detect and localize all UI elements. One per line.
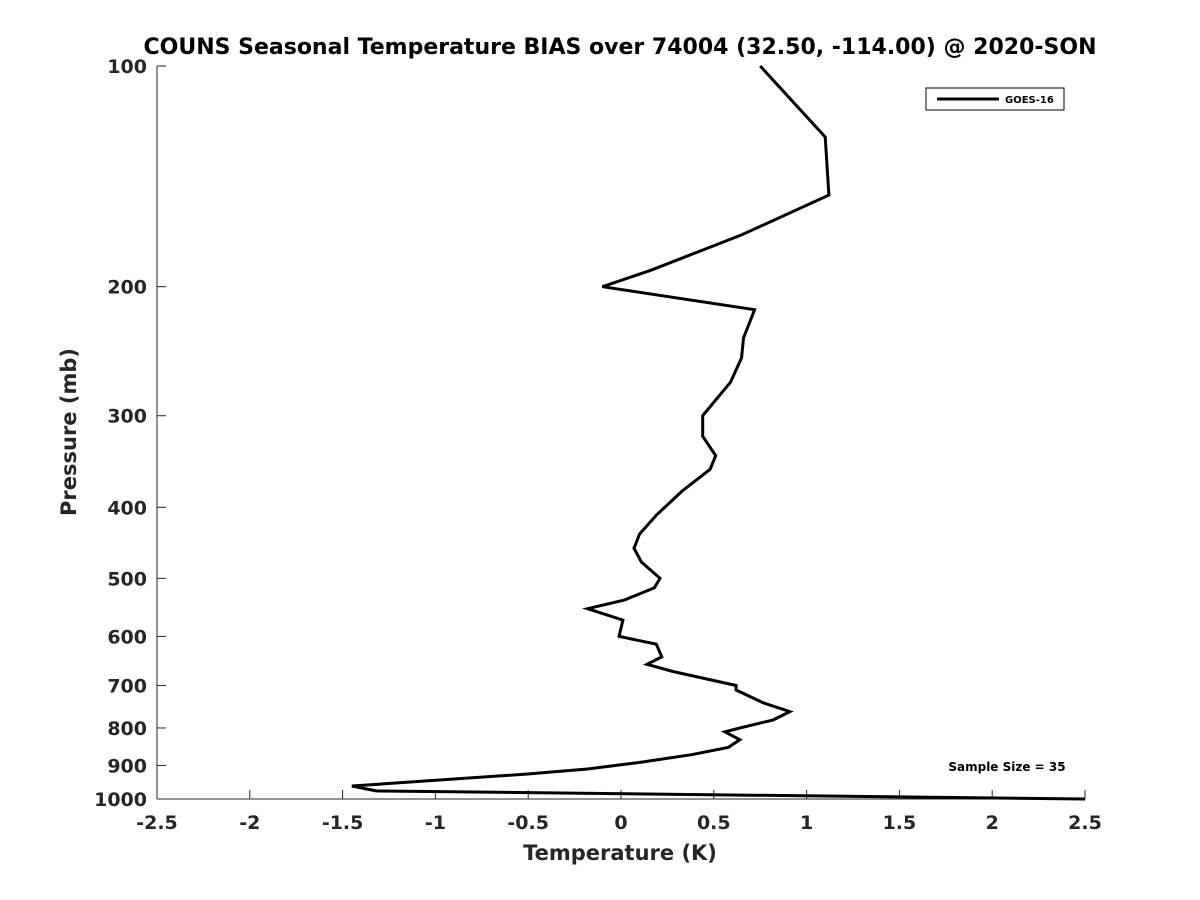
x-axis-ticks: -2.5 -2 -1.5 -1 -0.5 0 0.5 1 1.5 2 2.5: [136, 790, 1102, 834]
y-tick-label: 100: [107, 56, 147, 78]
y-axis-label: Pressure (mb): [57, 348, 81, 516]
x-tick-label: 2: [986, 812, 999, 834]
x-tick-label: 1: [800, 812, 813, 834]
x-tick-label: 0.5: [697, 812, 731, 834]
x-tick-label: -2: [239, 812, 260, 834]
legend: GOES-16: [925, 87, 1065, 111]
y-tick-label: 600: [107, 626, 147, 648]
y-tick-label: 900: [107, 755, 147, 777]
x-tick-label: 0: [614, 812, 627, 834]
x-tick-label: -2.5: [136, 812, 178, 834]
series-line-goes16: [351, 64, 1086, 801]
x-axis-label: Temperature (K): [523, 841, 717, 865]
y-tick-label: 200: [107, 277, 147, 299]
legend-entry-goes16: GOES-16: [1005, 95, 1054, 106]
x-tick-label: -1: [425, 812, 446, 834]
x-tick-label: -1.5: [322, 812, 364, 834]
x-tick-label: -0.5: [507, 812, 549, 834]
x-tick-label: 1.5: [883, 812, 917, 834]
y-axis-ticks: 100 200 300 400 500 600 700 800 900 1000: [94, 56, 166, 811]
chart-title: COUNS Seasonal Temperature BIAS over 740…: [143, 35, 1096, 60]
y-tick-label: 1000: [94, 789, 147, 811]
y-tick-label: 400: [107, 497, 147, 519]
sample-size-annotation: Sample Size = 35: [948, 760, 1065, 774]
y-tick-label: 800: [107, 718, 147, 740]
y-tick-label: 700: [107, 675, 147, 697]
y-tick-label: 300: [107, 406, 147, 428]
y-tick-label: 500: [107, 568, 147, 590]
series-lines: [351, 64, 1086, 801]
x-tick-label: 2.5: [1068, 812, 1102, 834]
